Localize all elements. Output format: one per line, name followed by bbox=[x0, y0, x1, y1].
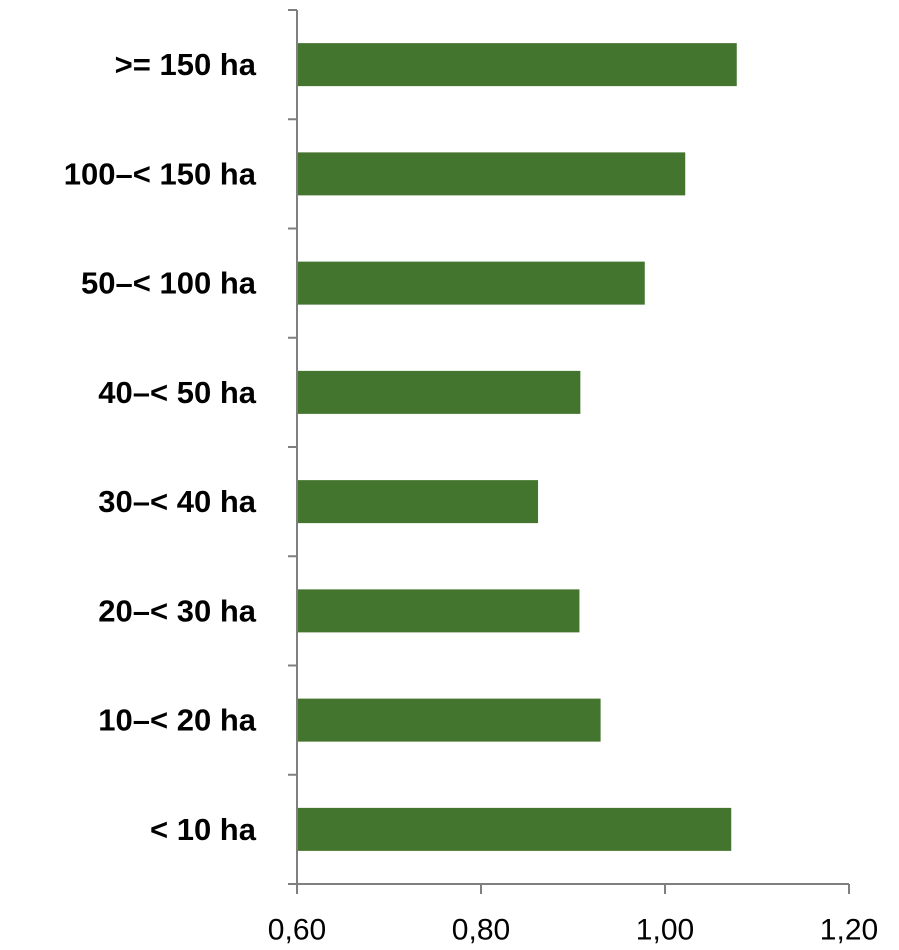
category-label: 10–< 20 ha bbox=[98, 703, 256, 738]
category-labels: < 10 ha 10–< 20 ha 20–< 30 ha 30–< 40 ha 40–… bbox=[64, 47, 257, 847]
category-label: 20–< 30 ha bbox=[98, 593, 256, 628]
bar-4 bbox=[298, 480, 539, 524]
bar-1 bbox=[298, 807, 732, 851]
category-label: < 10 ha bbox=[150, 812, 257, 847]
bar-6 bbox=[298, 261, 645, 305]
bar-7 bbox=[298, 152, 686, 196]
bar-5 bbox=[298, 370, 581, 414]
axes-group bbox=[288, 9, 850, 894]
bar-8 bbox=[298, 43, 737, 87]
x-tick-label: 0,80 bbox=[452, 914, 510, 947]
category-label: 50–< 100 ha bbox=[81, 266, 257, 301]
category-label: 40–< 50 ha bbox=[98, 375, 256, 410]
bar-2 bbox=[298, 698, 601, 742]
category-label: 100–< 150 ha bbox=[64, 156, 257, 191]
category-label: 30–< 40 ha bbox=[98, 484, 256, 519]
x-tick-label: 1,00 bbox=[636, 914, 694, 947]
x-tick-labels: 0,60 0,80 1,00 1,20 bbox=[268, 914, 878, 947]
bar-3 bbox=[298, 589, 580, 633]
x-tick-label: 1,20 bbox=[820, 914, 878, 947]
bars-group bbox=[298, 43, 737, 851]
category-label: >= 150 ha bbox=[115, 47, 257, 82]
x-tick-label: 0,60 bbox=[268, 914, 326, 947]
